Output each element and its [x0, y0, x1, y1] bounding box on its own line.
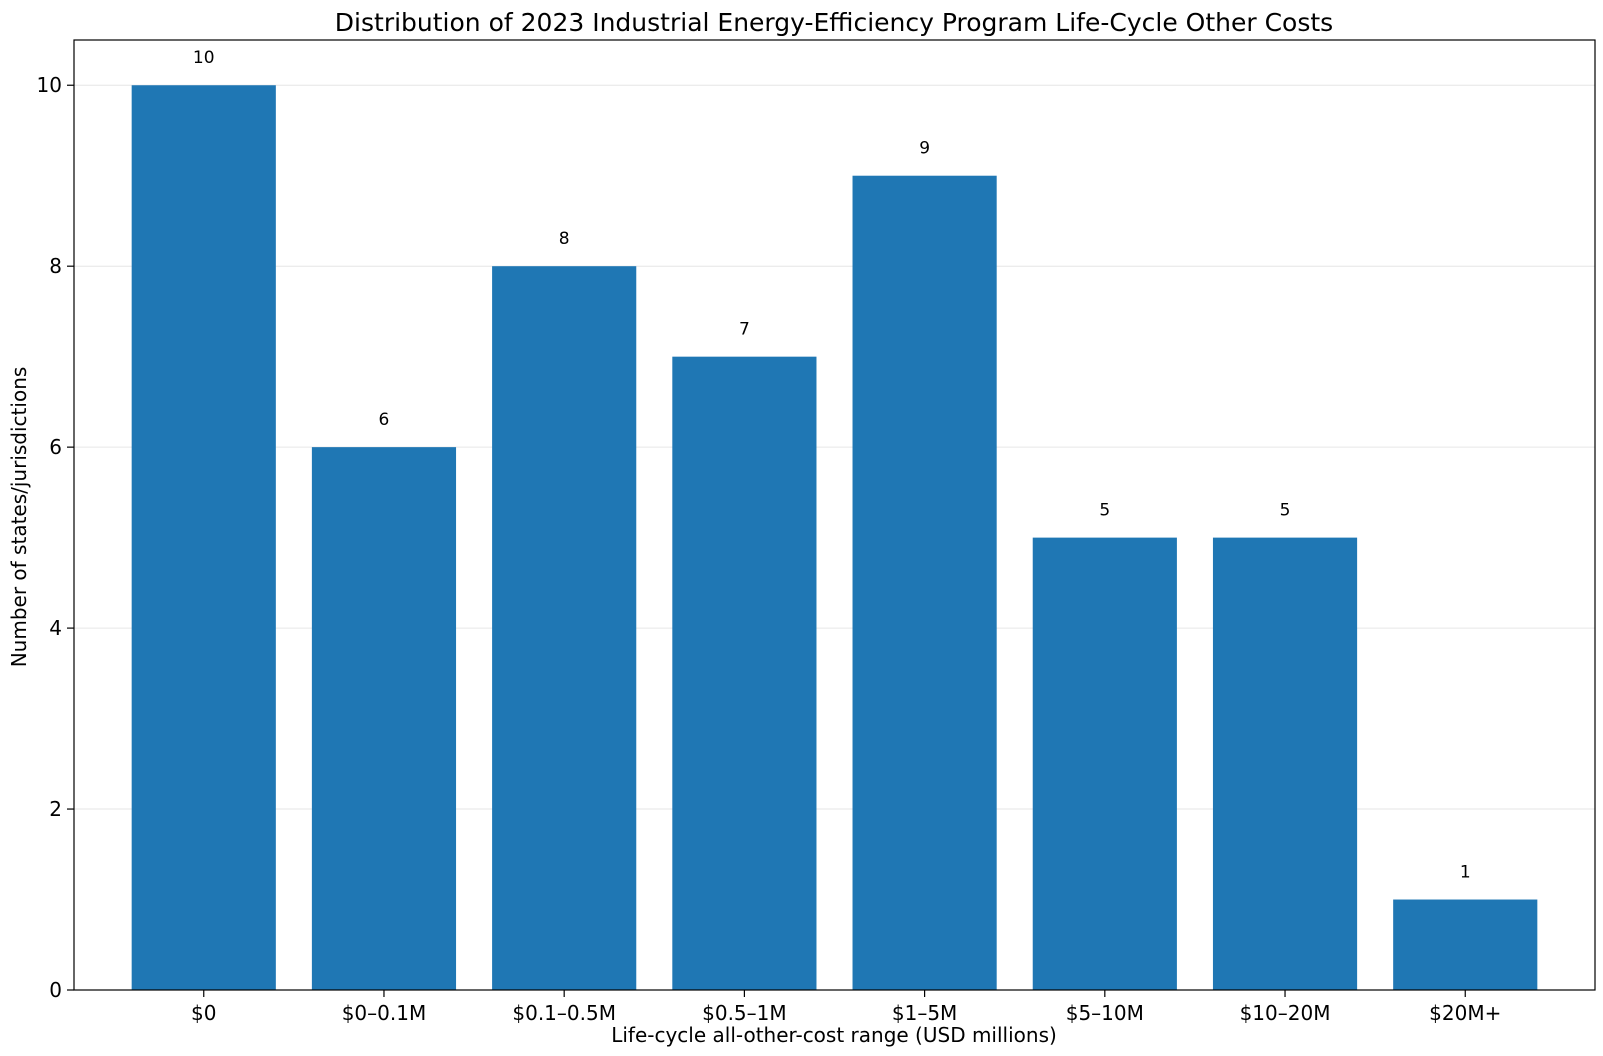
bar [1032, 537, 1177, 990]
x-tick-label: $0.5–1M [702, 1001, 787, 1025]
gridlines [74, 84, 1595, 991]
bar [852, 175, 997, 990]
bar-value-label: 1 [1460, 863, 1471, 883]
y-tick-label: 8 [49, 254, 62, 278]
bar-value-label: 6 [379, 410, 390, 430]
bar [131, 85, 276, 990]
bar-value-label: 5 [1099, 501, 1110, 521]
bar-value-label: 10 [193, 48, 215, 68]
x-tick-label: $0.1–0.5M [512, 1001, 616, 1025]
x-tick-label: $20M+ [1429, 1001, 1501, 1025]
x-axis-ticks: $0 $0–0.1M $0.1–0.5M $0.5–1M $1–5M $5–10M $10–… [191, 990, 1501, 1025]
x-tick-label: $0 [191, 1001, 216, 1025]
x-tick-label: $5–10M [1066, 1001, 1144, 1025]
x-axis-label: Life-cycle all-other-cost range (USD mil… [611, 1023, 1057, 1047]
chart-title: Distribution of 2023 Industrial Energy-E… [335, 8, 1333, 37]
bar-value-label: 9 [919, 139, 930, 159]
y-axis-label: Number of states/jurisdictions [7, 367, 31, 668]
bar [311, 447, 457, 991]
plot-frame [73, 39, 1596, 991]
x-tick-label: $1–5M [892, 1001, 957, 1025]
y-axis-ticks: 0 2 4 6 8 10 [37, 73, 74, 1002]
bars [131, 85, 1538, 991]
y-tick-label: 6 [49, 435, 62, 459]
bar [1212, 537, 1358, 990]
bar-value-label: 5 [1280, 501, 1291, 521]
bar [672, 356, 817, 991]
y-tick-label: 4 [49, 616, 62, 640]
y-tick-label: 10 [37, 73, 62, 97]
bar-value-label: 7 [739, 320, 750, 340]
y-tick-label: 0 [49, 978, 62, 1002]
x-tick-label: $0–0.1M [342, 1001, 427, 1025]
bar [1393, 899, 1538, 990]
bar [492, 266, 637, 990]
bar-value-label: 8 [559, 229, 570, 249]
y-tick-label: 2 [49, 797, 62, 821]
data-labels: 10 6 8 7 9 5 5 1 [193, 48, 1471, 882]
x-tick-label: $10–20M [1240, 1001, 1331, 1025]
